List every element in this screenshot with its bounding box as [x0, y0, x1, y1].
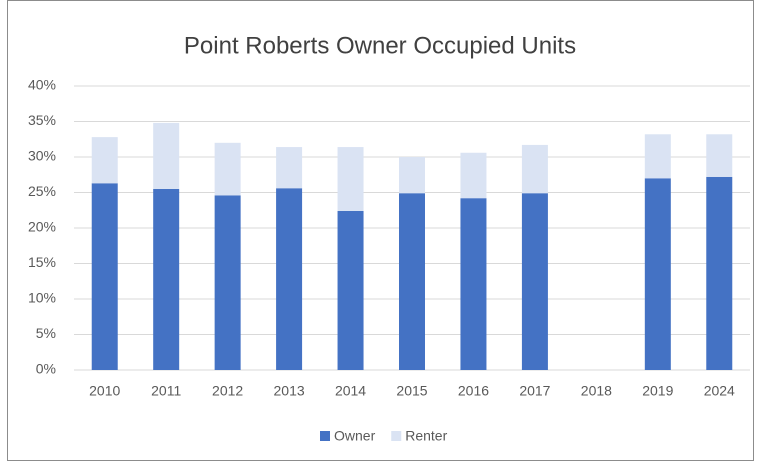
chart-title: Point Roberts Owner Occupied Units: [184, 32, 576, 59]
bar-segment: [91, 183, 118, 370]
x-tick-label: 2010: [89, 383, 120, 399]
x-tick-label: 2012: [212, 383, 243, 399]
legend-label: Renter: [405, 428, 447, 444]
x-tick-label: 2011: [151, 383, 181, 399]
bar-segment: [153, 122, 180, 189]
legend-swatch: [391, 431, 402, 441]
legend-label: Owner: [334, 428, 376, 444]
y-tick-label: 25%: [28, 183, 56, 199]
y-tick-label: 35%: [28, 112, 56, 128]
bar-segment: [460, 152, 487, 199]
bar-segment: [521, 144, 548, 194]
x-tick-label: 2017: [519, 383, 550, 399]
y-tick-label: 15%: [28, 254, 56, 270]
bar-segment: [214, 195, 241, 370]
legend-swatch: [320, 431, 330, 441]
bar-segment: [276, 188, 303, 370]
bar-segment: [399, 157, 425, 194]
chart-frame: [7, 0, 754, 461]
bar-segment: [644, 178, 671, 370]
bar-segment: [399, 193, 425, 370]
x-tick-label: 2019: [642, 383, 673, 399]
x-tick-label: 2013: [274, 383, 305, 399]
y-tick-label: 30%: [28, 148, 56, 164]
bar-segment: [276, 147, 303, 189]
bar-segment: [706, 176, 733, 370]
bar-segment: [91, 137, 118, 184]
x-tick-label: 2016: [458, 383, 489, 399]
y-tick-label: 40%: [28, 77, 56, 93]
y-tick-label: 5%: [36, 325, 56, 341]
bar-segment: [337, 147, 364, 211]
bar-segment: [706, 134, 733, 177]
y-tick-label: 0%: [36, 361, 56, 377]
y-tick-label: 10%: [28, 290, 56, 306]
x-tick-label: 2014: [335, 383, 366, 399]
y-tick-label: 20%: [28, 219, 56, 235]
x-tick-label: 2018: [581, 383, 612, 399]
bar-segment: [337, 210, 364, 370]
x-tick-label: 2015: [396, 383, 427, 399]
bar-segment: [644, 134, 671, 179]
bar-segment: [214, 142, 241, 196]
bar-segment: [460, 198, 487, 370]
x-tick-label: 2024: [704, 383, 735, 399]
bar-segment: [521, 193, 548, 370]
bar-segment: [153, 188, 180, 370]
